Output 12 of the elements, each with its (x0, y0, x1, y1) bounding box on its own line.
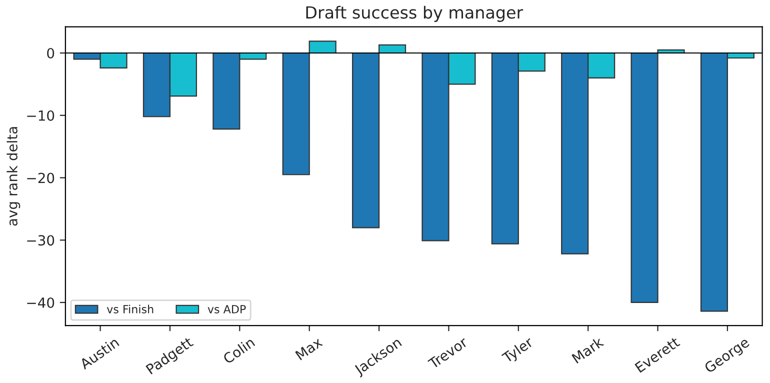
chart-title: Draft success by manager (306, 6, 524, 22)
legend-label: vs ADP (208, 305, 246, 314)
y-axis-title: avg rank delta (6, 127, 20, 226)
x-tick-label: Max (295, 336, 324, 360)
y-tick-label: −20 (27, 172, 54, 184)
x-tick-label: Tyler (501, 336, 536, 366)
y-tick-label: −40 (27, 297, 54, 308)
y-tick-label: −10 (27, 110, 54, 121)
y-tick-label: 0 (47, 48, 54, 58)
y-tick-label: −30 (27, 235, 54, 246)
legend-label: vs Finish (106, 304, 154, 314)
x-tick-label: Colin (222, 336, 256, 364)
